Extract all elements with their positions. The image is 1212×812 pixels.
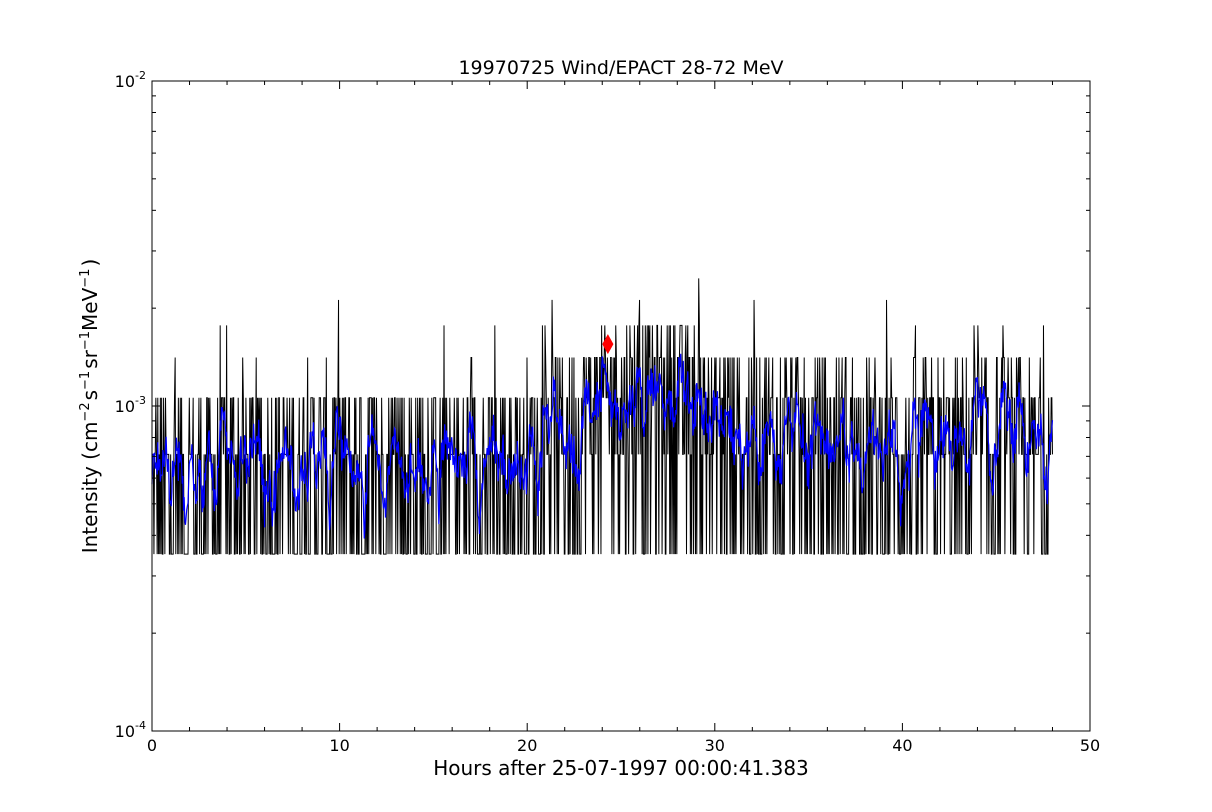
y-label-exp2: −1 (78, 371, 93, 390)
x-tick-label: 10 (329, 736, 349, 755)
series-blue-line (151, 353, 1054, 539)
plot-frame (151, 80, 1091, 732)
y-label-part3: sr (78, 349, 102, 368)
y-label-exp3: −1 (78, 331, 93, 350)
x-tick-label: 40 (892, 736, 912, 755)
x-tick-label: 50 (1080, 736, 1100, 755)
y-tick-label: 10-2 (115, 69, 146, 91)
x-tick-label: 30 (705, 736, 725, 755)
y-label-prefix: Intensity (cm (78, 422, 102, 554)
x-tick-label: 0 (147, 736, 157, 755)
y-label-part4: MeV (78, 287, 102, 331)
y-label-suffix: ) (78, 259, 102, 267)
x-axis-label: Hours after 25-07-1997 00:00:41.383 (433, 756, 809, 780)
chart-title: 19970725 Wind/EPACT 28-72 MeV (458, 57, 783, 79)
y-label-exp4: −1 (78, 269, 93, 288)
ticks-layer: 0 10 20 30 40 50 10-4 10-3 10-2 (115, 69, 1101, 755)
y-axis-label: Intensity (cm−2s−1sr−1MeV−1) (78, 259, 102, 554)
y-tick-label: 10-4 (115, 719, 146, 741)
y-label-part2: s (78, 390, 102, 400)
x-tick-label: 20 (517, 736, 537, 755)
y-tick-label: 10-3 (115, 394, 146, 416)
data-layer (151, 278, 1054, 555)
onset-marker (602, 334, 614, 355)
y-label-exp1: −2 (78, 402, 93, 421)
